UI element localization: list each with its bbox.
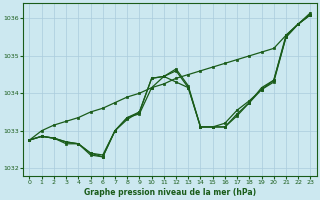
X-axis label: Graphe pression niveau de la mer (hPa): Graphe pression niveau de la mer (hPa) xyxy=(84,188,256,197)
